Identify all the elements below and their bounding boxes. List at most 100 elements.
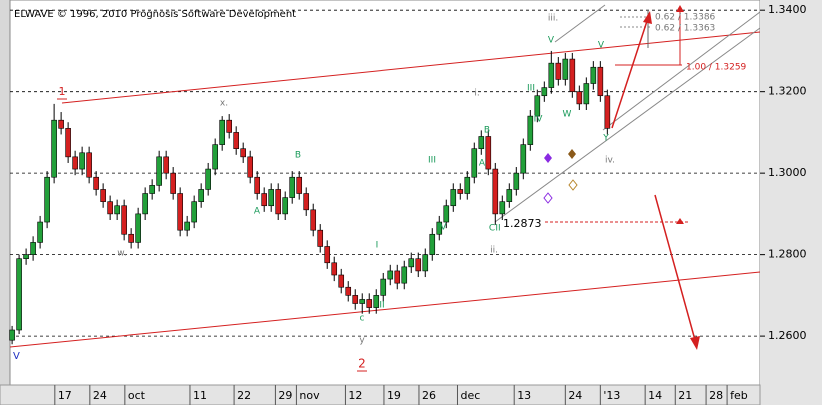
candle-body bbox=[114, 205, 120, 215]
candle-body bbox=[30, 242, 36, 255]
candle-body bbox=[107, 201, 113, 215]
wave-label: 0.62 / 1.3363 bbox=[655, 24, 715, 34]
candle-body bbox=[93, 176, 99, 190]
candle-body bbox=[499, 201, 506, 215]
candle-body bbox=[51, 119, 57, 178]
candle-body bbox=[443, 205, 450, 223]
candle-body bbox=[590, 66, 597, 84]
channel-line bbox=[554, 4, 606, 43]
x-tick-label: 17 bbox=[58, 389, 72, 402]
candle-body bbox=[289, 176, 296, 198]
candle-body bbox=[268, 189, 275, 207]
candle-body bbox=[464, 176, 471, 194]
x-tick-label: 24 bbox=[568, 389, 582, 402]
candle-body bbox=[520, 144, 527, 174]
x-tick-label: 28 bbox=[709, 389, 723, 402]
candle-body bbox=[387, 270, 394, 280]
trend-line bbox=[9, 271, 761, 348]
x-tick-label: 12 bbox=[348, 389, 362, 402]
candle-body bbox=[394, 270, 401, 284]
candle-body bbox=[156, 156, 162, 186]
x-tick-label: feb bbox=[730, 389, 748, 402]
candle-body bbox=[338, 274, 345, 288]
candle-body bbox=[478, 136, 485, 150]
y-tick-label: 1.2800 bbox=[768, 248, 807, 261]
x-tick-label: 21 bbox=[678, 389, 692, 402]
candle-body bbox=[219, 119, 225, 145]
candle-body bbox=[100, 189, 106, 202]
candle-body bbox=[142, 193, 148, 215]
candle-body bbox=[485, 136, 492, 170]
x-tick-label: 13 bbox=[517, 389, 531, 402]
candle-body bbox=[534, 95, 541, 117]
x-tick-label: 24 bbox=[93, 389, 107, 402]
candle-body bbox=[9, 329, 15, 341]
candle-body bbox=[198, 189, 204, 202]
wave-label: ii. bbox=[490, 246, 498, 256]
y-tick-label: 1.3200 bbox=[768, 85, 807, 98]
candle-body bbox=[576, 91, 583, 105]
wave-label: W bbox=[563, 110, 572, 120]
wave-label: B bbox=[295, 151, 301, 161]
candle-body bbox=[562, 58, 569, 80]
candle-body bbox=[310, 209, 317, 231]
candle-body bbox=[275, 189, 282, 215]
grid bbox=[10, 9, 760, 337]
overlays bbox=[9, 4, 761, 372]
candles bbox=[9, 50, 611, 345]
wave-label: V bbox=[598, 41, 605, 51]
candle-body bbox=[352, 295, 359, 304]
candle-body bbox=[205, 168, 211, 190]
candle-body bbox=[121, 205, 127, 235]
candle-body bbox=[65, 128, 71, 158]
wave-label: iv. bbox=[605, 156, 615, 166]
candle-body bbox=[212, 144, 218, 170]
wave-label: 1.2873 bbox=[503, 217, 542, 230]
candle-body bbox=[303, 193, 310, 211]
candle-body bbox=[324, 246, 331, 264]
wave-label: 1.00 / 1.3259 bbox=[686, 63, 747, 73]
candle-body bbox=[471, 148, 478, 178]
candle-body bbox=[373, 295, 380, 308]
wave-label: A bbox=[479, 159, 486, 169]
wave-label: II bbox=[379, 301, 384, 311]
x-tick-label: oct bbox=[128, 389, 146, 402]
wave-label: V bbox=[548, 36, 555, 46]
wave-label: V bbox=[13, 351, 20, 362]
candle-body bbox=[429, 233, 436, 255]
arrow bbox=[654, 194, 696, 341]
wave-label: 0.62 / 1.3386 bbox=[655, 13, 716, 23]
candle-body bbox=[37, 221, 43, 243]
candle-body bbox=[513, 172, 520, 190]
arrow-head bbox=[690, 336, 700, 350]
wave-label: w. bbox=[117, 249, 126, 259]
candle-body bbox=[44, 176, 50, 223]
candle-body bbox=[415, 258, 422, 272]
candle-body bbox=[135, 213, 141, 243]
wave-label: A bbox=[254, 207, 261, 217]
arrow-head bbox=[643, 11, 652, 24]
channel-line bbox=[494, 27, 761, 223]
candle-body bbox=[191, 201, 197, 223]
candle-body bbox=[86, 152, 92, 178]
candle-body bbox=[548, 62, 555, 88]
candle-body bbox=[240, 148, 246, 158]
candle-body bbox=[149, 185, 155, 194]
candle-body bbox=[401, 266, 408, 284]
arrow bbox=[611, 17, 649, 129]
x-tick-label: '13 bbox=[603, 389, 620, 402]
trend-line bbox=[61, 31, 761, 104]
candle-body bbox=[366, 299, 373, 308]
wave-label: iii. bbox=[548, 14, 558, 24]
wave-label: B bbox=[484, 126, 490, 136]
candle-body bbox=[58, 119, 64, 129]
candle-body bbox=[604, 95, 611, 129]
candle-body bbox=[226, 119, 232, 133]
candle-body bbox=[16, 258, 22, 331]
x-tick-label: 14 bbox=[648, 389, 662, 402]
x-tick-label: dec bbox=[460, 389, 480, 402]
candle-body bbox=[359, 299, 366, 304]
candle-body bbox=[436, 221, 443, 235]
